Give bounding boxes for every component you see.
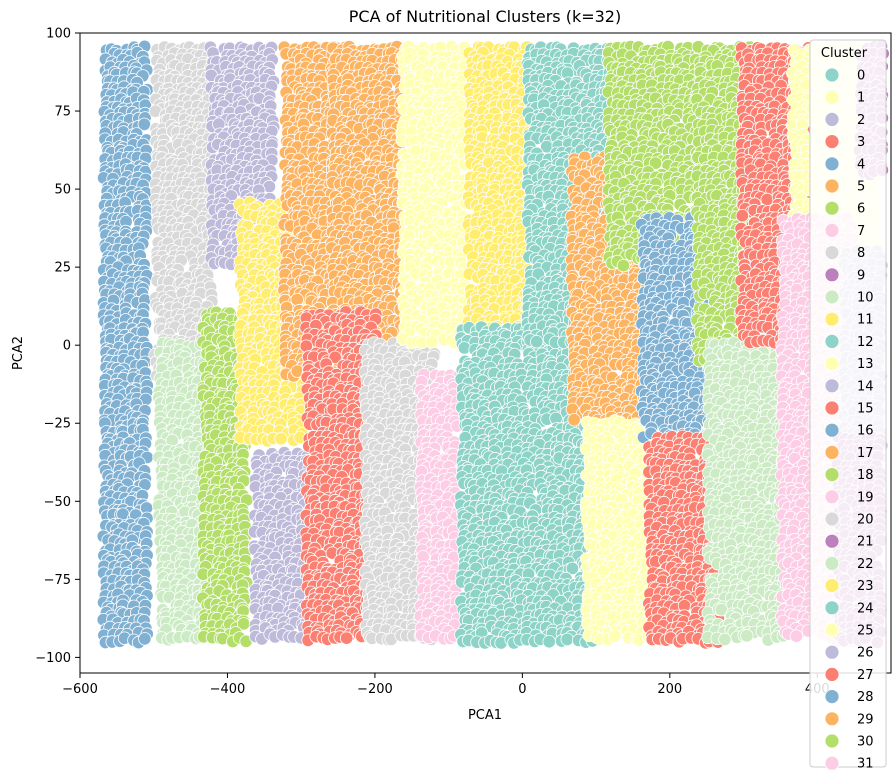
scatter-points	[96, 39, 890, 650]
scatter-point	[138, 632, 152, 646]
scatter-point	[290, 292, 304, 307]
scatter-point	[137, 117, 152, 132]
cluster-4-points	[96, 39, 154, 650]
scatter-point	[339, 631, 354, 645]
cluster-1-points	[395, 39, 473, 350]
scatter-point	[274, 432, 288, 446]
